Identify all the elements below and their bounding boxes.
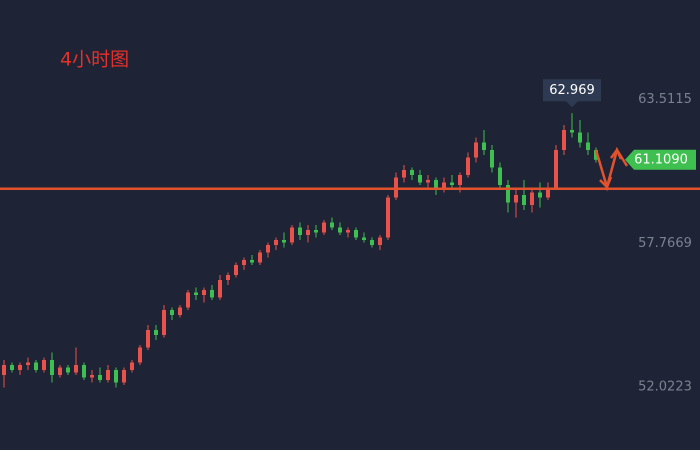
y-tick-label: 63.5115 <box>638 92 692 107</box>
candle-body <box>130 362 134 370</box>
candle-body <box>66 367 70 373</box>
candle-body <box>586 142 590 150</box>
y-tick-label: 57.7669 <box>638 236 692 251</box>
candle-body <box>74 365 78 373</box>
high-bubble <box>543 79 601 108</box>
candle-body <box>210 290 214 298</box>
candle-body <box>18 365 22 370</box>
candle-body <box>186 292 190 308</box>
candle-body <box>306 230 310 235</box>
candle-body <box>538 192 542 198</box>
candle-body <box>426 180 430 183</box>
candle-body <box>410 170 414 175</box>
chart-title: 4小时图 <box>60 49 129 71</box>
candle-body <box>434 180 438 188</box>
candle-body <box>386 197 390 238</box>
candle-body <box>370 240 374 245</box>
candle-body <box>114 370 118 383</box>
candle-body <box>154 330 158 335</box>
arrow-head <box>610 147 623 160</box>
candle-body <box>194 292 198 295</box>
candle-body <box>362 237 366 240</box>
y-tick-label: 52.0223 <box>638 379 692 394</box>
candle-body <box>314 230 318 233</box>
candle-body <box>354 230 358 238</box>
candle-body <box>442 182 446 188</box>
candle-body <box>122 370 126 383</box>
candle-body <box>258 252 262 263</box>
arrow-drawing <box>594 146 629 192</box>
price-label: 61.1090 <box>634 152 688 167</box>
candle-body <box>474 142 478 158</box>
candle-body <box>490 150 494 168</box>
arrow-path <box>594 146 629 192</box>
candle-body <box>202 290 206 295</box>
candle-body <box>330 222 334 228</box>
candle-body <box>250 260 254 263</box>
candle-body <box>578 132 582 143</box>
candle-body <box>290 227 294 243</box>
candle-body <box>162 310 166 335</box>
candle-body <box>594 150 598 160</box>
candle-body <box>522 195 526 205</box>
candle-body <box>50 360 54 375</box>
candle-body <box>346 230 350 233</box>
candle-body <box>98 375 102 380</box>
candle-body <box>322 222 326 233</box>
candle-body <box>498 167 502 185</box>
candle-body <box>82 365 86 378</box>
candle-body <box>266 245 270 253</box>
candle-body <box>10 365 14 370</box>
high-label: 62.969 <box>549 83 595 98</box>
candle-body <box>506 185 510 203</box>
candle-body <box>34 362 38 370</box>
candle-body <box>58 367 62 375</box>
arrow-head <box>599 176 613 190</box>
candle-body <box>458 175 462 185</box>
candle-body <box>90 375 94 378</box>
candle-body <box>282 240 286 243</box>
candle-body <box>26 362 30 365</box>
candle-body <box>298 227 302 235</box>
candle-body <box>234 265 238 275</box>
candle-body <box>226 275 230 280</box>
candle-body <box>450 182 454 185</box>
candle-body <box>514 195 518 203</box>
candle-body <box>338 227 342 233</box>
candle-body <box>2 365 6 375</box>
candle-body <box>42 360 46 370</box>
price-tag <box>625 149 696 170</box>
candle-body <box>554 150 558 188</box>
candle-body <box>146 330 150 348</box>
candle-body <box>170 310 174 315</box>
candle-body <box>218 280 222 298</box>
candle-body <box>570 130 574 133</box>
candle-body <box>402 170 406 178</box>
candle-body <box>242 260 246 265</box>
candle-body <box>418 175 422 183</box>
candle-body <box>106 370 110 380</box>
candle-body <box>138 347 142 363</box>
candle-body <box>562 130 566 150</box>
candle-body <box>466 157 470 175</box>
candle-body <box>378 237 382 245</box>
candle-body <box>178 307 182 315</box>
candle-body <box>530 192 534 205</box>
candle-body <box>546 187 550 198</box>
candle-body <box>482 142 486 150</box>
candle-body <box>274 240 278 245</box>
